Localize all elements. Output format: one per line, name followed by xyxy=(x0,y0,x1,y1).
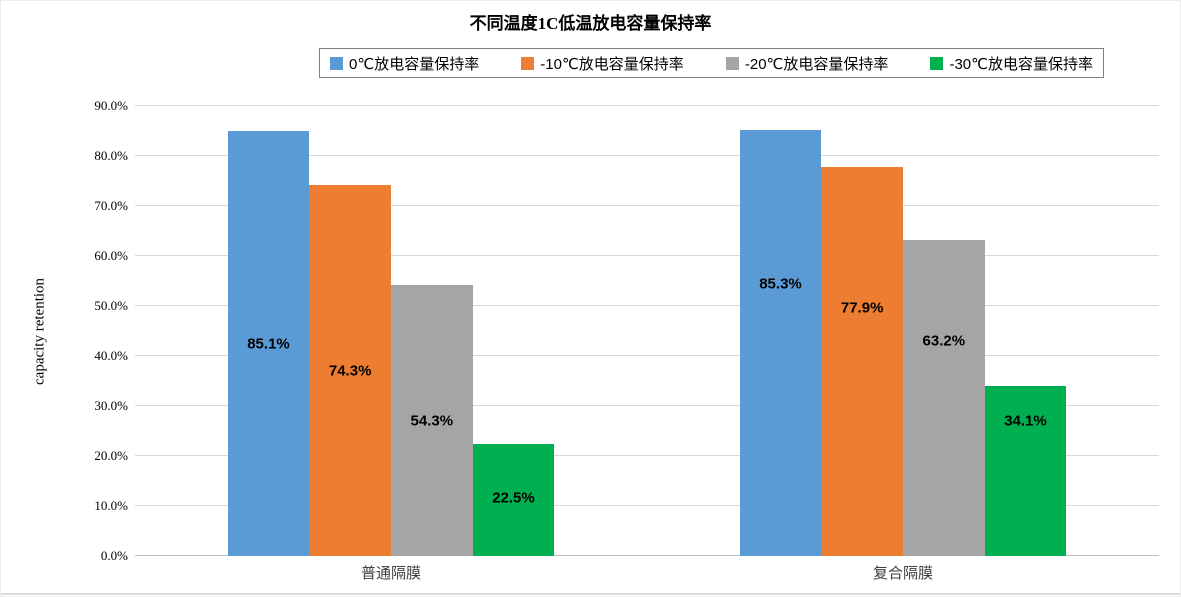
legend-item-0c: 0℃放电容量保持率 xyxy=(330,53,479,74)
legend-label: 0℃放电容量保持率 xyxy=(349,55,480,73)
y-tick-label: 80.0% xyxy=(94,148,128,163)
x-axis-line xyxy=(135,555,1159,556)
bar-复合隔膜-0℃放电容量保持率: 85.3% xyxy=(739,129,822,556)
gridline xyxy=(135,155,1159,156)
legend-swatch-green-icon xyxy=(930,56,944,70)
bar-复合隔膜--20℃放电容量保持率: 63.2% xyxy=(903,240,985,556)
y-tick-label: 50.0% xyxy=(94,298,128,313)
legend: 0℃放电容量保持率 -10℃放电容量保持率 -20℃放电容量保持率 -30℃放电… xyxy=(319,48,1104,78)
bar-普通隔膜--30℃放电容量保持率: 22.5% xyxy=(472,443,555,556)
gridline xyxy=(135,255,1159,257)
bar-data-label: 34.1% xyxy=(1004,412,1047,430)
gridline xyxy=(135,505,1159,506)
gridline xyxy=(135,455,1159,456)
bar-data-label: 54.3% xyxy=(410,412,454,430)
legend-label: -10℃放电容量保持率 xyxy=(540,55,684,73)
plot-area: 85.1% 74.3% 54.3% 22.5% 85.3% 77.9% 63.2% 34.1% xyxy=(135,105,1159,556)
y-tick-label: 20.0% xyxy=(94,448,128,463)
bottom-edge-strip xyxy=(1,593,1180,595)
gridline xyxy=(135,105,1159,106)
y-axis-ticks: 0.0% 10.0% 20.0% 30.0% 40.0% 50.0% 60.0% 70.0% 8… xyxy=(1,98,128,563)
gridline xyxy=(135,205,1159,206)
legend-label: -20℃放电容量保持率 xyxy=(744,55,889,73)
gridline xyxy=(135,405,1159,407)
x-category-label: 普通隔膜 xyxy=(360,565,422,582)
x-axis-category-labels: 普通隔膜 复合隔膜 xyxy=(135,562,1159,584)
y-tick-label: 0.0% xyxy=(100,548,128,563)
x-category-label: 复合隔膜 xyxy=(872,565,934,582)
bar-data-label: 22.5% xyxy=(492,489,535,507)
legend-swatch-gray-icon xyxy=(725,56,739,70)
bar-复合隔膜--10℃放电容量保持率: 77.9% xyxy=(821,166,903,556)
legend-item-minus30c: -30℃放电容量保持率 xyxy=(930,53,1093,74)
y-tick-label: 90.0% xyxy=(94,98,128,113)
y-tick-label: 30.0% xyxy=(94,398,128,414)
legend-swatch-blue-icon xyxy=(330,56,343,70)
bar-data-label: 85.1% xyxy=(247,335,290,353)
legend-label: -30℃放电容量保持率 xyxy=(949,55,1093,73)
y-tick-label: 70.0% xyxy=(94,198,128,213)
bar-data-label: 85.3% xyxy=(759,275,802,293)
bar-复合隔膜--30℃放电容量保持率: 34.1% xyxy=(984,385,1067,556)
legend-swatch-orange-icon xyxy=(521,56,535,70)
bar-data-label: 77.9% xyxy=(840,299,884,317)
legend-item-minus20c: -20℃放电容量保持率 xyxy=(725,53,889,74)
y-tick-label: 60.0% xyxy=(94,248,128,264)
gridline xyxy=(135,355,1159,356)
bar-data-label: 74.3% xyxy=(328,362,372,380)
bar-data-label: 63.2% xyxy=(922,332,966,350)
legend-item-minus10c: -10℃放电容量保持率 xyxy=(521,53,684,74)
bar-普通隔膜--10℃放电容量保持率: 74.3% xyxy=(309,184,391,556)
gridline xyxy=(135,305,1159,306)
chart-title: 不同温度1C低温放电容量保持率 xyxy=(469,14,712,33)
bar-普通隔膜-0℃放电容量保持率: 85.1% xyxy=(227,130,310,556)
y-tick-label: 10.0% xyxy=(94,498,128,513)
y-tick-label: 40.0% xyxy=(94,348,128,363)
bar-普通隔膜--20℃放电容量保持率: 54.3% xyxy=(391,284,473,556)
